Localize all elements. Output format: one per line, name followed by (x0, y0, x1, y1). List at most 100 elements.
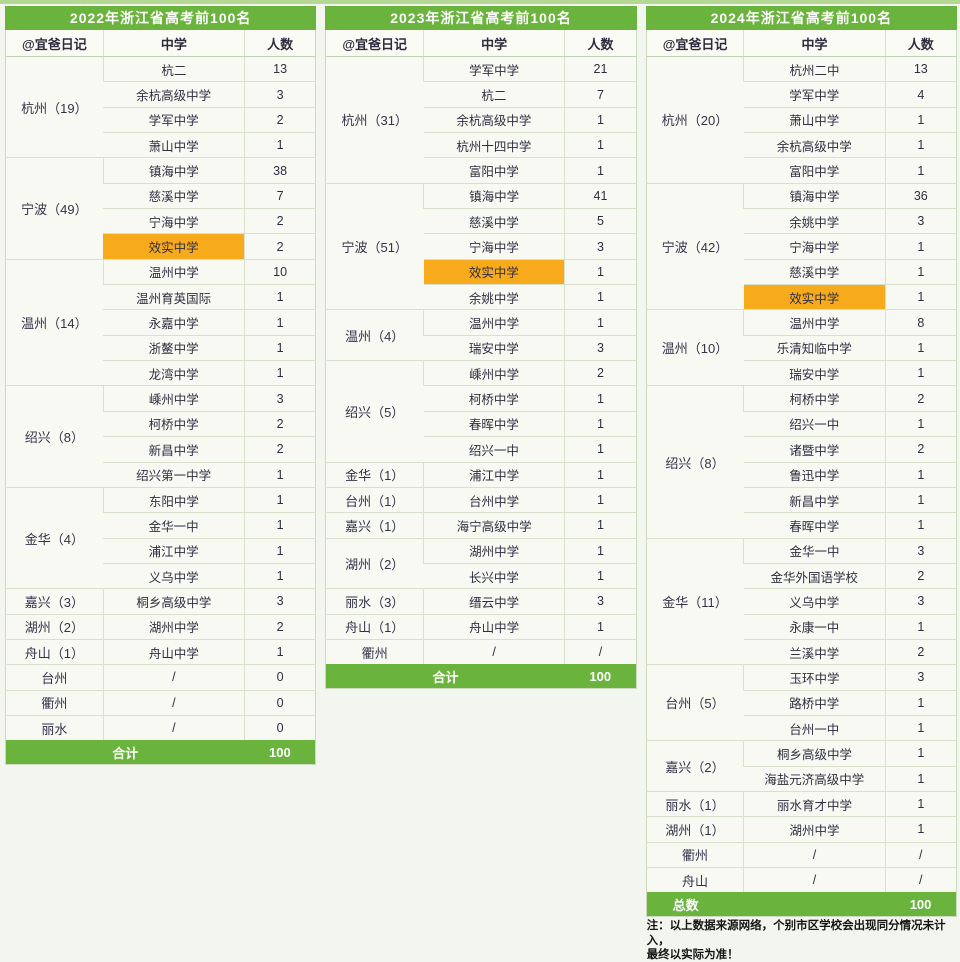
count-cell: 1 (564, 410, 637, 437)
school-cell-highlighted: 效实中学 (423, 258, 565, 285)
column-header-count: 人数 (243, 30, 316, 57)
school-cell: 慈溪中学 (423, 208, 565, 234)
count-cell: 1 (243, 512, 316, 539)
table-row: 杭州（19） 杭二 13 (5, 55, 316, 158)
table-row: 嘉兴（3） 桐乡高级中学 3 (5, 588, 316, 615)
table-row: 宁海中学 3 (326, 233, 637, 260)
table-row: 金华（4） 东阳中学 1 (5, 486, 316, 589)
count-cell: 1 (564, 436, 637, 462)
school-cell: 宁海中学 (423, 233, 565, 260)
count-cell: 1 (884, 106, 957, 133)
table-row: 新昌中学 1 (646, 486, 957, 513)
count-cell: 1 (243, 132, 316, 158)
table-row: 台州（5） 玉环中学 3 (646, 664, 957, 741)
total-label: 合计 (325, 664, 565, 689)
count-cell: 1 (564, 613, 637, 640)
table-row: 浦江中学 1 (6, 537, 316, 564)
table-row: 湖州（2） 湖州中学 1 (325, 537, 637, 589)
school-cell: 金华一中 (743, 537, 886, 564)
table-row: 宁海中学 2 (6, 208, 316, 234)
table-row: 新昌中学 2 (6, 436, 316, 462)
count-cell: 2 (243, 106, 316, 133)
column-header-author: @宜爸日记 (5, 30, 104, 57)
table-row: 慈溪中学 7 (6, 182, 316, 209)
table-row: 慈溪中学 1 (646, 258, 957, 285)
count-cell: 1 (884, 461, 957, 488)
table-row: 杭州（31） 学军中学 21 (325, 55, 637, 184)
count-cell: 1 (564, 258, 637, 285)
count-cell: 1 (564, 461, 637, 488)
school-cell: 春晖中学 (743, 512, 886, 539)
school-cell: 温州中学 (423, 309, 565, 336)
count-cell: 1 (243, 360, 316, 386)
table-row: 萧山中学 1 (646, 106, 957, 133)
school-cell: 杭州十四中学 (423, 132, 565, 158)
school-cell: 学军中学 (743, 81, 886, 108)
table-row: 衢州 / / (325, 638, 637, 665)
school-cell: / (102, 689, 245, 716)
table-row: 义乌中学 1 (6, 562, 316, 589)
table-row: 绍兴（8） 嵊州中学 3 (5, 385, 316, 488)
total-value: 100 (564, 664, 637, 689)
school-cell: 温州育英国际 (103, 284, 245, 310)
school-cell: 绍兴一中 (423, 436, 565, 462)
count-cell: 1 (884, 613, 957, 640)
school-cell: 永嘉中学 (103, 309, 245, 336)
count-cell: 13 (884, 55, 957, 82)
city-cell: 台州（1） (325, 486, 424, 513)
table-row: 海盐元济高级中学 1 (646, 765, 957, 792)
city-cell: 台州（5） (646, 664, 744, 741)
school-cell: / (743, 867, 886, 893)
city-cell: 绍兴（5） (325, 360, 424, 462)
school-cell: 余杭高级中学 (423, 106, 565, 133)
school-cell-highlighted: 效实中学 (743, 284, 886, 310)
school-cell: 台州中学 (423, 486, 565, 513)
count-cell: / (884, 867, 957, 893)
table-row: 学军中学 2 (6, 106, 316, 133)
count-cell: 1 (884, 360, 957, 386)
city-cell: 金华（11） (646, 537, 744, 665)
school-cell: 嵊州中学 (102, 385, 245, 412)
table-row: 衢州 / / (646, 841, 957, 868)
table-row: 金华（1） 浦江中学 1 (325, 461, 637, 488)
count-cell: 2 (884, 638, 957, 665)
count-cell: 1 (884, 410, 957, 437)
table-row: 春晖中学 1 (646, 512, 957, 539)
count-cell: 38 (243, 157, 316, 184)
school-cell: 桐乡高级中学 (743, 740, 886, 767)
table-row: 舟山（1） 舟山中学 1 (5, 638, 316, 665)
table-row: 慈溪中学 5 (326, 208, 637, 234)
city-cell: 宁波（42） (646, 182, 744, 310)
school-cell: 瑞安中学 (423, 334, 565, 361)
city-cell: 金华（1） (325, 461, 424, 488)
table-row: 金华外国语学校 2 (646, 562, 957, 589)
school-cell: 缙云中学 (423, 588, 565, 615)
count-cell: 3 (243, 385, 316, 412)
count-cell: 3 (884, 588, 957, 615)
city-cell: 温州（10） (646, 309, 744, 386)
school-cell: 柯桥中学 (743, 385, 886, 412)
city-cell: 嘉兴（1） (325, 512, 424, 539)
count-cell: 1 (884, 334, 957, 361)
school-cell: 新昌中学 (103, 436, 245, 462)
count-cell: 2 (243, 233, 316, 260)
column-header-school: 中学 (423, 30, 565, 57)
city-cell: 丽水（3） (325, 588, 424, 615)
total-value: 100 (244, 740, 316, 765)
count-cell: 1 (884, 689, 957, 716)
footnote: 注：以上数据来源网络，个别市区学校会出现同分情况未计入， 最终以实际为准！ (646, 917, 957, 962)
table-row: 绍兴（8） 柯桥中学 2 (646, 385, 957, 539)
city-cell: 嘉兴（3） (5, 588, 104, 615)
count-cell: 36 (884, 182, 957, 209)
school-cell: 海盐元济高级中学 (743, 765, 886, 792)
table-row: 温州（4） 温州中学 1 (325, 309, 637, 361)
table-row: 余姚中学 1 (326, 284, 637, 310)
table-row: 绍兴（5） 嵊州中学 2 (325, 360, 637, 462)
count-cell: 2 (884, 562, 957, 589)
count-cell: 1 (564, 385, 637, 412)
total-row: 总数 100 (646, 892, 957, 917)
count-cell: 1 (884, 284, 957, 310)
count-cell: 2 (243, 208, 316, 234)
tables-container: 2022年浙江省高考前100名 @宜爸日记 中学 人数 杭州（19） 杭二 13 余杭… (0, 4, 960, 962)
table-row: 永康一中 1 (646, 613, 957, 640)
